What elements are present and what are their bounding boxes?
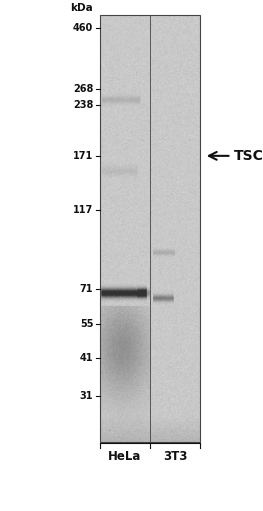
Text: kDa: kDa: [70, 3, 93, 13]
Text: 31: 31: [80, 391, 93, 401]
Text: 460: 460: [73, 23, 93, 33]
Text: TSC1: TSC1: [234, 149, 263, 163]
Bar: [100, 15, 200, 442]
Text: 238: 238: [73, 100, 93, 110]
Text: 55: 55: [80, 319, 93, 330]
Text: 171: 171: [73, 151, 93, 161]
Text: 41: 41: [80, 353, 93, 363]
Text: 268: 268: [73, 84, 93, 95]
Text: 3T3: 3T3: [163, 450, 187, 462]
Text: 71: 71: [80, 284, 93, 294]
Text: HeLa: HeLa: [108, 450, 141, 462]
Text: 117: 117: [73, 204, 93, 215]
